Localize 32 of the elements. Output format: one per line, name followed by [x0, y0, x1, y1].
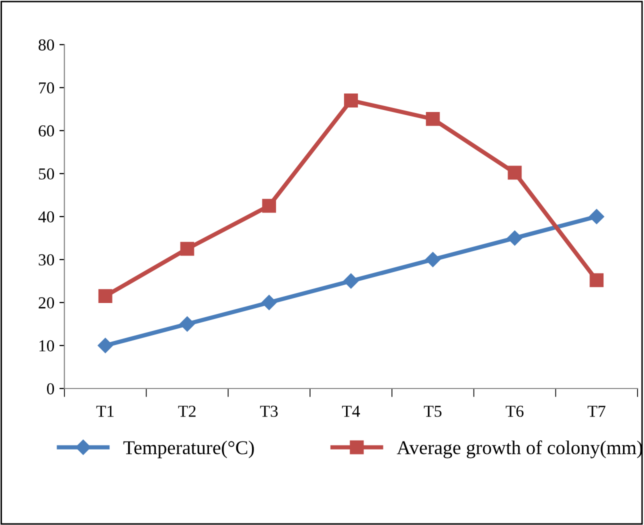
x-tick-label: T4 [342, 406, 360, 417]
point [98, 289, 112, 304]
y-tick-label: 70 [39, 82, 54, 94]
y-tick-label: 40 [38, 211, 54, 223]
x-tick-label: T5 [424, 406, 442, 417]
point [507, 230, 522, 246]
y-tick-label: 80 [38, 39, 54, 51]
point [425, 252, 440, 268]
x-tick-label: T3 [260, 406, 278, 417]
point [180, 242, 194, 256]
y-tick-label: 0 [46, 383, 54, 394]
legend-label: Temperature(°C) [123, 440, 254, 458]
x-tick-label: T6 [506, 406, 524, 417]
point [343, 273, 359, 289]
y-tick-label: 50 [38, 168, 54, 180]
x-tick-label: T2 [178, 406, 196, 417]
y-tick-label: 20 [38, 297, 54, 308]
point [589, 208, 604, 224]
point [262, 294, 277, 310]
y-tick-label: 30 [38, 254, 54, 266]
point [508, 166, 522, 180]
x-tick-label: T1 [96, 406, 114, 417]
point [590, 273, 604, 288]
point [180, 316, 195, 332]
point [262, 198, 276, 213]
x-tick-label: T7 [588, 406, 606, 417]
y-tick-label: 60 [38, 125, 54, 137]
point [98, 338, 113, 354]
legend-label: Average growth of colony(mm) [396, 440, 642, 458]
point [426, 112, 440, 126]
y-tick-label: 10 [39, 340, 54, 352]
point [344, 94, 358, 108]
